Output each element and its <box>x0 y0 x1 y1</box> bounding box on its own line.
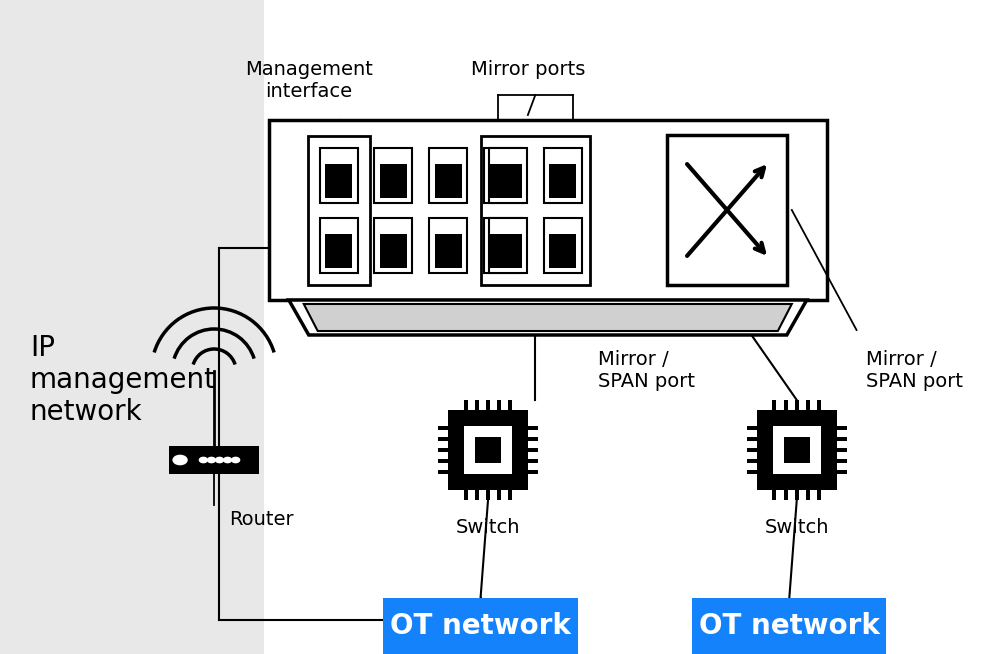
Bar <box>795 400 799 410</box>
Bar <box>435 234 461 268</box>
Bar <box>308 135 369 284</box>
Circle shape <box>173 455 187 464</box>
Bar <box>439 437 448 441</box>
Text: Mirror /
SPAN port: Mirror / SPAN port <box>598 350 695 391</box>
Bar <box>0 0 264 654</box>
Text: Mirror ports: Mirror ports <box>470 60 585 79</box>
Circle shape <box>216 457 224 462</box>
Bar <box>489 218 527 273</box>
Text: Switch: Switch <box>455 518 521 537</box>
Text: OT network: OT network <box>699 612 880 640</box>
Bar <box>489 164 517 198</box>
Bar <box>463 490 467 500</box>
Bar <box>269 120 827 300</box>
Bar <box>439 470 448 474</box>
Bar <box>772 400 776 410</box>
Bar <box>464 426 512 474</box>
Bar <box>497 400 501 410</box>
Polygon shape <box>304 304 792 331</box>
Bar <box>484 148 522 203</box>
Bar <box>667 135 787 285</box>
Bar <box>380 164 407 198</box>
Bar <box>817 490 821 500</box>
Circle shape <box>208 457 216 462</box>
Bar <box>747 448 757 452</box>
Circle shape <box>232 457 240 462</box>
Bar <box>544 218 582 273</box>
Bar <box>497 490 501 500</box>
Bar <box>320 148 357 203</box>
Bar <box>430 148 467 203</box>
Bar <box>264 0 986 654</box>
Bar <box>837 437 846 441</box>
Bar <box>463 400 467 410</box>
Text: Mirror /
SPAN port: Mirror / SPAN port <box>866 350 963 391</box>
Bar <box>528 448 538 452</box>
Bar <box>475 438 501 463</box>
Bar <box>806 490 810 500</box>
Text: IP
management
network: IP management network <box>30 334 216 426</box>
Bar <box>486 490 490 500</box>
Text: Router: Router <box>229 510 294 529</box>
Bar <box>692 598 886 654</box>
Bar <box>494 234 522 268</box>
Bar <box>549 164 576 198</box>
Bar <box>795 490 799 500</box>
Bar <box>747 470 757 474</box>
Bar <box>784 438 810 463</box>
Text: Management
interface: Management interface <box>245 60 372 101</box>
Bar <box>747 437 757 441</box>
Bar <box>481 135 590 284</box>
Bar <box>439 459 448 463</box>
Bar <box>837 470 846 474</box>
Bar <box>448 410 528 490</box>
Bar <box>489 148 527 203</box>
Bar <box>475 400 479 410</box>
Bar <box>439 448 448 452</box>
Bar <box>806 400 810 410</box>
Bar <box>837 448 846 452</box>
Bar <box>528 459 538 463</box>
Bar <box>486 400 490 410</box>
Bar <box>747 426 757 430</box>
Bar <box>374 148 412 203</box>
Bar <box>747 459 757 463</box>
Bar <box>494 164 522 198</box>
Bar <box>773 426 821 474</box>
Bar <box>435 164 461 198</box>
Bar <box>549 234 576 268</box>
Bar <box>837 459 846 463</box>
Bar <box>784 490 788 500</box>
Bar <box>374 218 412 273</box>
Bar <box>757 410 837 490</box>
Bar <box>325 164 352 198</box>
Circle shape <box>199 457 207 462</box>
Text: OT network: OT network <box>390 612 571 640</box>
Circle shape <box>224 457 232 462</box>
Bar <box>784 400 788 410</box>
Bar <box>772 490 776 500</box>
Bar <box>475 490 479 500</box>
Bar <box>430 218 467 273</box>
Text: Switch: Switch <box>764 518 829 537</box>
Bar <box>383 598 577 654</box>
Bar <box>489 234 517 268</box>
Bar <box>837 426 846 430</box>
Bar <box>320 218 357 273</box>
Bar <box>817 400 821 410</box>
Bar <box>544 148 582 203</box>
Bar <box>380 234 407 268</box>
Polygon shape <box>289 300 807 335</box>
Bar <box>528 437 538 441</box>
Bar <box>169 446 259 474</box>
Bar <box>508 400 512 410</box>
Bar <box>484 218 522 273</box>
Bar <box>528 470 538 474</box>
Bar <box>528 426 538 430</box>
Bar <box>439 426 448 430</box>
Bar <box>325 234 352 268</box>
Bar <box>508 490 512 500</box>
